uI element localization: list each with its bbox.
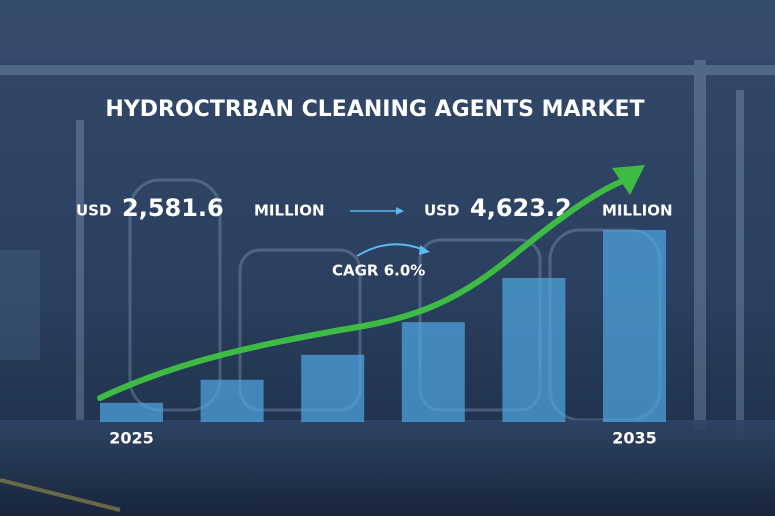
- start-prefix: USD: [76, 202, 111, 220]
- bar: [301, 354, 365, 422]
- trend-arrow: [97, 177, 628, 401]
- floor: [0, 420, 775, 516]
- start-unit: MILLION: [254, 202, 325, 220]
- end-amount: 4,623.2: [470, 194, 572, 222]
- bars: [100, 230, 666, 422]
- end-prefix: USD: [424, 202, 459, 220]
- bar: [603, 230, 666, 422]
- cagr-arrowhead: [419, 245, 430, 255]
- bar: [502, 278, 566, 422]
- cagr-arrow: [356, 243, 425, 257]
- connector-arrowhead: [396, 207, 404, 215]
- end-unit: MILLION: [602, 202, 673, 220]
- bar: [401, 322, 465, 422]
- chart-title: HYDROCTRBAN CLEANING AGENTS MARKET: [105, 97, 644, 122]
- bar: [100, 402, 163, 422]
- floor-stripe: [0, 478, 121, 512]
- trend-arrowhead: [612, 165, 645, 195]
- start-amount: 2,581.6: [122, 194, 224, 222]
- background-equipment: [0, 0, 775, 440]
- cagr-label: CAGR 6.0%: [332, 262, 425, 280]
- bar: [200, 379, 264, 422]
- annotations: USD 2,581.6 MILLION USD 4,623.2 MILLION …: [76, 194, 673, 280]
- x-tick-label: 2025: [109, 429, 154, 448]
- x-tick-label: 2035: [612, 429, 657, 448]
